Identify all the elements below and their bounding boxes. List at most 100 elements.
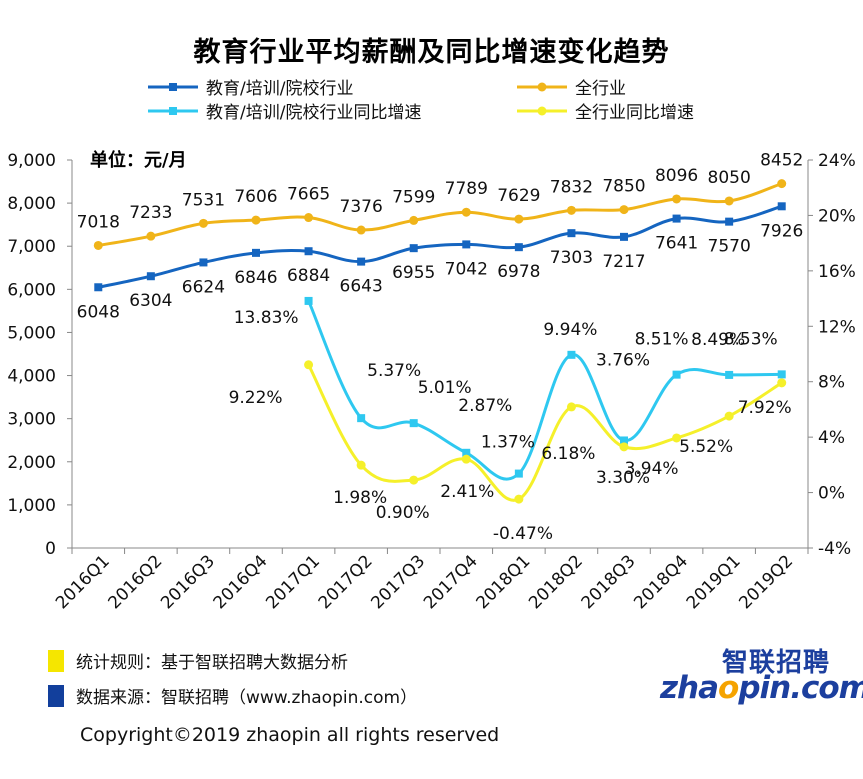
data-label-1: 7850: [602, 177, 645, 197]
zhaopin-logo: 智联招聘 zhaopin.com: [660, 642, 863, 712]
data-point-0: [146, 272, 155, 281]
data-point-0: [777, 202, 786, 211]
data-label-3: 6.18%: [541, 444, 595, 464]
data-point-2: [409, 419, 418, 428]
data-point-1: [777, 179, 787, 189]
data-point-0: [409, 244, 418, 253]
unit-label: 单位：元/月: [90, 150, 187, 171]
y-left-tick-label: 5,000: [7, 323, 56, 343]
legend-marker-edu-salary: [148, 82, 198, 91]
y-right-tick-label: 8%: [818, 373, 845, 393]
data-label-2: 3.76%: [596, 350, 650, 370]
data-point-3: [566, 402, 576, 412]
data-label-0: 7641: [655, 234, 698, 254]
data-label-3: -0.47%: [493, 524, 553, 544]
legend-item-all-salary: 全行业: [517, 74, 626, 99]
y-right-tick-label: 12%: [818, 317, 856, 337]
x-tick-label: 2018Q3: [578, 551, 640, 613]
data-label-3: 5.52%: [679, 437, 733, 457]
data-label-2: 8.49%: [691, 330, 745, 350]
data-point-1: [461, 207, 471, 217]
x-tick-label: 2017Q3: [367, 551, 429, 613]
data-point-0: [567, 229, 576, 238]
data-label-0: 6304: [129, 291, 172, 311]
data-point-2: [567, 350, 576, 359]
logo-en-o: o: [718, 670, 739, 706]
data-label-1: 8452: [760, 151, 803, 171]
data-point-2: [304, 296, 313, 305]
legend-label-all-salary: 全行业: [575, 79, 626, 99]
data-point-0: [199, 258, 208, 267]
legend-label-edu-growth: 教育/培训/院校行业同比增速: [206, 103, 422, 123]
data-point-1: [672, 194, 682, 204]
data-label-1: 7531: [182, 190, 225, 210]
data-point-1: [514, 214, 524, 224]
series-line-1: [98, 182, 783, 247]
data-label-0: 6846: [234, 268, 277, 288]
y-left-tick-label: 2,000: [7, 453, 56, 473]
footer-source: 数据来源：智联招聘（www.zhaopin.com）: [48, 683, 417, 708]
data-point-3: [619, 442, 629, 452]
footer-rule-text: 统计规则：基于智联招聘大数据分析: [76, 653, 348, 673]
data-point-3: [672, 433, 682, 443]
footer-rule-marker: [48, 649, 64, 672]
data-label-1: 8050: [708, 168, 751, 188]
data-label-2: 9.94%: [543, 320, 597, 340]
data-label-2: 8.51%: [635, 330, 689, 350]
data-point-1: [619, 205, 629, 215]
data-point-2: [514, 469, 523, 478]
data-label-0: 7926: [760, 221, 803, 241]
data-label-3: 7.92%: [738, 398, 792, 418]
data-point-0: [94, 283, 103, 292]
y-left-tick-label: 3,000: [7, 410, 56, 430]
data-label-3: 2.41%: [440, 482, 494, 502]
footer-source-text: 数据来源：智联招聘（www.zhaopin.com）: [76, 688, 418, 708]
data-point-3: [356, 460, 366, 470]
legend-label-edu-salary: 教育/培训/院校行业: [206, 79, 354, 99]
copyright: Copyright©2019 zhaopin all rights reserv…: [80, 724, 500, 746]
data-point-2: [462, 448, 471, 457]
x-tick-label: 2018Q1: [473, 551, 535, 613]
data-label-2: 1.37%: [481, 433, 535, 453]
y-left-tick-label: 0: [45, 539, 56, 559]
logo-en-suffix: pin.com: [738, 670, 863, 706]
legend-item-all-growth: 全行业同比增速: [517, 98, 694, 123]
data-label-0: 6624: [182, 277, 225, 297]
data-point-3: [409, 475, 419, 485]
series-line-3: [307, 364, 783, 502]
data-label-2: 5.01%: [418, 378, 472, 398]
footer-source-marker: [48, 684, 64, 707]
data-point-0: [620, 232, 628, 241]
y-right-tick-label: 0%: [818, 484, 845, 504]
data-label-0: 6978: [497, 262, 540, 282]
data-label-1: 7018: [77, 212, 120, 232]
data-point-2: [672, 370, 681, 379]
data-point-0: [304, 247, 313, 256]
x-tick-label: 2017Q1: [262, 551, 324, 613]
y-right-tick-label: 16%: [818, 262, 856, 282]
chart-title: 教育行业平均薪酬及同比增速变化趋势: [193, 37, 670, 68]
data-point-3: [777, 378, 787, 388]
data-label-2: 2.87%: [458, 396, 512, 416]
data-point-1: [304, 213, 314, 223]
data-label-1: 7665: [287, 185, 330, 205]
data-label-0: 6048: [77, 302, 120, 322]
data-label-2: 13.83%: [234, 308, 299, 328]
series-line-0: [97, 204, 783, 289]
legend-marker-all-salary: [517, 82, 567, 91]
data-label-0: 6955: [392, 263, 435, 283]
y-right-tick-label: 4%: [818, 428, 845, 448]
data-label-0: 7042: [445, 259, 488, 279]
legend-label-all-growth: 全行业同比增速: [575, 103, 694, 123]
x-tick-label: 2016Q2: [105, 551, 167, 613]
x-tick-label: 2019Q1: [683, 551, 745, 613]
data-label-3: 9.22%: [229, 388, 283, 408]
x-tick-label: 2018Q4: [630, 551, 692, 613]
data-label-0: 7217: [602, 252, 645, 272]
data-point-0: [725, 217, 734, 226]
legend-marker-edu-growth: [148, 106, 198, 115]
x-tick-label: 2016Q3: [157, 551, 219, 613]
data-label-1: 7789: [445, 179, 488, 199]
logo-en-prefix: zha: [660, 670, 719, 706]
